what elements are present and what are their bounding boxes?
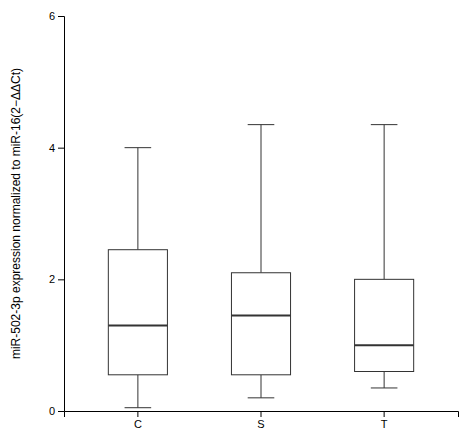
x-tick: S: [257, 411, 264, 430]
y-tick-label: 6: [49, 10, 55, 22]
box-group: [231, 125, 290, 398]
lower-whisker: [137, 375, 138, 408]
upper-whisker: [261, 125, 262, 273]
y-tick-label: 0: [49, 405, 55, 417]
x-tick-label: C: [134, 418, 142, 430]
x-tick: C: [134, 411, 142, 430]
y-tick-mark: [58, 279, 64, 280]
box: [108, 250, 167, 375]
y-tick-label: 4: [49, 142, 55, 154]
y-axis-title: miR-502-3p expression normalized to miR-…: [9, 68, 23, 359]
upper-cap: [125, 147, 152, 148]
y-tick: 2: [49, 273, 64, 285]
plot: 0 2 4 6 C S TmiR-502-3p expression normalized …: [9, 10, 459, 430]
x-axis: CST: [65, 411, 459, 430]
box-group: [355, 125, 414, 388]
lower-cap: [125, 407, 152, 408]
median: [355, 344, 414, 346]
y-axis-line: [58, 17, 65, 412]
y-tick: 6: [49, 10, 64, 22]
x-tick-label: T: [381, 418, 388, 430]
y-tick-mark: [58, 411, 64, 412]
median: [108, 324, 167, 326]
y-axis: 0 2 4 6: [49, 10, 65, 417]
x-tick-mark: [261, 411, 262, 417]
lower-cap: [248, 397, 275, 398]
upper-cap: [371, 124, 398, 125]
x-tick: T: [381, 411, 388, 430]
upper-whisker: [137, 148, 138, 250]
y-tick-label: 2: [49, 273, 55, 285]
chart: 0 2 4 6 C S TmiR-502-3p expression normalized …: [0, 0, 474, 447]
x-tick-mark: [384, 411, 385, 417]
y-tick: 4: [49, 142, 64, 154]
upper-whisker: [384, 125, 385, 280]
x-tick-label: S: [257, 418, 264, 430]
lower-whisker: [384, 372, 385, 388]
upper-cap: [248, 124, 275, 125]
lower-whisker: [261, 375, 262, 398]
box-group: [108, 148, 167, 408]
box: [355, 279, 414, 371]
x-tick-mark: [137, 411, 138, 417]
y-tick-mark: [58, 16, 64, 17]
y-tick-mark: [58, 148, 64, 149]
boxes: [108, 125, 413, 408]
median: [231, 315, 290, 317]
y-tick: 0: [49, 405, 64, 417]
lower-cap: [371, 387, 398, 388]
x-axis-line: [65, 412, 459, 418]
box: [231, 273, 290, 375]
